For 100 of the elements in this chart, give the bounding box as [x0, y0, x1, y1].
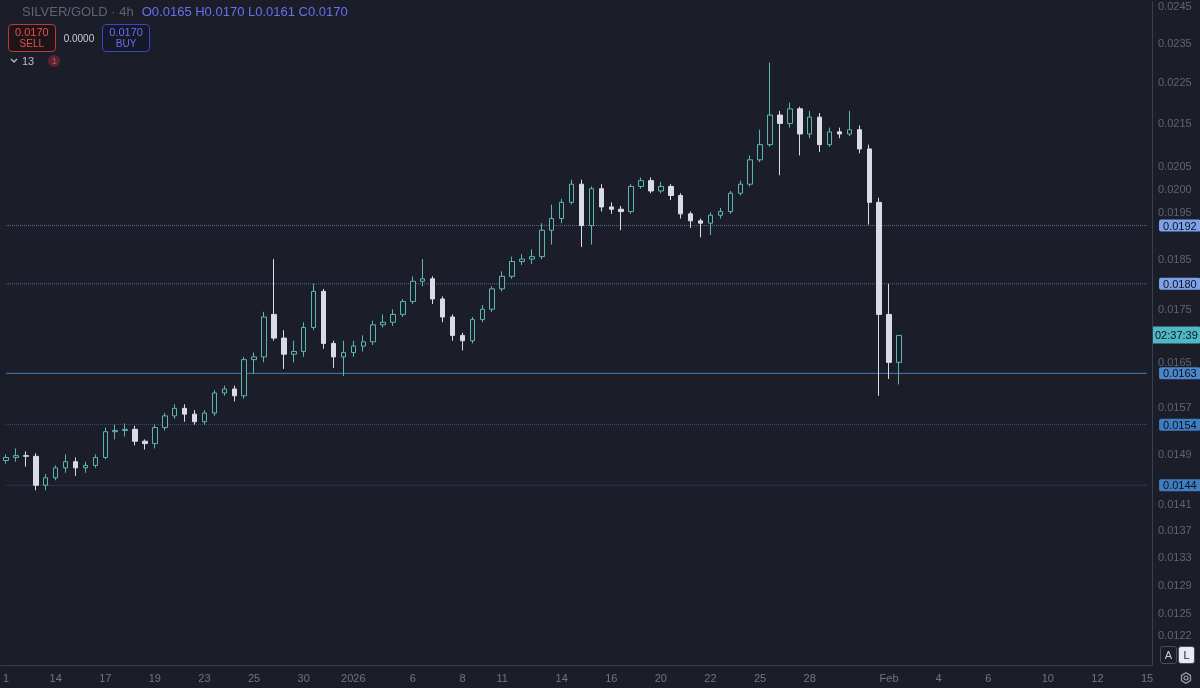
x-tick-label: 25 [247, 671, 261, 684]
y-tick-label: 0.0133 [1158, 550, 1192, 563]
candlestick [341, 340, 346, 377]
x-tick-label: 2026 [341, 671, 366, 684]
candlestick [718, 207, 723, 220]
candlestick [767, 62, 773, 148]
candlestick [728, 190, 733, 215]
candlestick [291, 340, 297, 363]
candlestick [73, 456, 78, 477]
candlestick [23, 450, 29, 468]
candlestick [43, 473, 48, 491]
candlestick [648, 176, 654, 194]
candlestick [142, 438, 148, 451]
candlestick [747, 154, 753, 187]
candlestick [112, 424, 118, 440]
chart-title: SILVER/GOLD · 4h [22, 4, 134, 19]
candlestick [847, 110, 852, 137]
candlestick [549, 204, 554, 246]
candlestick [311, 283, 316, 331]
y-tick-label: 0.0175 [1158, 303, 1192, 316]
x-tick-label: 14 [49, 671, 62, 684]
candlestick [817, 112, 822, 153]
candlestick [33, 452, 39, 491]
candlestick [827, 127, 832, 148]
candlestick [331, 340, 336, 369]
candlestick [83, 461, 88, 474]
candlestick [757, 129, 763, 163]
candlestick [162, 412, 168, 432]
annotation: O0.0165 H0.0170 L0.0161 C0.0170 [141, 4, 348, 19]
candlestick [400, 298, 406, 318]
annotation: 0.0000 [63, 32, 95, 44]
y-tick-label: 0.0200 [1158, 182, 1192, 195]
candlestick [241, 356, 247, 400]
x-tick-label: 6 [409, 671, 416, 684]
candlestick [430, 275, 435, 305]
candlestick [539, 222, 545, 260]
text: A [1160, 646, 1177, 664]
x-tick-label: 22 [704, 671, 717, 684]
x-tick-label: 20 [654, 671, 668, 684]
candlestick [212, 389, 217, 417]
candlestick [668, 183, 674, 201]
candlestick [410, 275, 416, 305]
candlestick [152, 424, 158, 449]
ref-line-label: 0.0163 [1163, 367, 1197, 380]
candlestick [192, 409, 197, 426]
candlestick [450, 313, 455, 342]
x-tick-label: 30 [297, 671, 310, 684]
candlestick [857, 125, 862, 154]
candlestick [489, 285, 495, 313]
candlestick [519, 253, 525, 266]
candlestick [837, 127, 842, 139]
candlestick [361, 334, 366, 352]
candlestick [380, 313, 386, 328]
candlestick [470, 316, 475, 344]
y-tick-label: 0.0215 [1158, 117, 1192, 130]
y-tick-label: 0.0245 [1158, 0, 1192, 12]
x-tick-label: Feb [879, 671, 899, 684]
candlestick [13, 447, 19, 463]
x-tick-label: 6 [985, 671, 992, 684]
candlestick [807, 110, 812, 139]
candlestick [738, 180, 743, 196]
candlestick [638, 176, 644, 190]
candlestick [480, 304, 485, 323]
candlestick [261, 311, 267, 363]
x-tick-label: 25 [753, 671, 767, 684]
candlestick [529, 248, 535, 265]
y-tick-label: 0.0185 [1158, 253, 1192, 266]
x-tick-label: 10 [1041, 671, 1054, 684]
candlestick [599, 183, 604, 213]
candlestick [321, 288, 326, 350]
x-tick-label: 23 [198, 671, 211, 684]
x-tick-label: 1 [2, 671, 10, 684]
candlestick [281, 329, 287, 370]
candlestick [440, 295, 445, 323]
annotation: SELL [18, 38, 46, 49]
y-tick-label: 0.0205 [1158, 160, 1192, 173]
candlestick [698, 218, 703, 238]
x-tick-label: 28 [803, 671, 816, 684]
x-tick-label: 8 [459, 671, 466, 684]
candlestick [678, 192, 683, 220]
y-tick-label: 0.0137 [1158, 524, 1192, 537]
candlestick [182, 403, 187, 423]
annotation: 0.0170 [109, 26, 143, 38]
ref-line-label: 0.0180 [1163, 277, 1197, 290]
candlestick [172, 403, 177, 420]
candlestick [232, 385, 237, 402]
candlestick [896, 334, 902, 386]
candlestick [559, 198, 564, 224]
candlestick [658, 181, 664, 194]
candlestick [251, 352, 257, 374]
text: 02:37:39 [1155, 328, 1198, 341]
candlestick [589, 185, 594, 246]
x-tick-label: 17 [99, 671, 112, 684]
candlestick [3, 453, 9, 465]
candlestick [867, 144, 872, 226]
candlestick [202, 409, 207, 426]
candlestick [460, 332, 465, 351]
annotation: 13 [22, 55, 35, 68]
candlestick [222, 385, 227, 397]
candlestick [390, 308, 396, 327]
